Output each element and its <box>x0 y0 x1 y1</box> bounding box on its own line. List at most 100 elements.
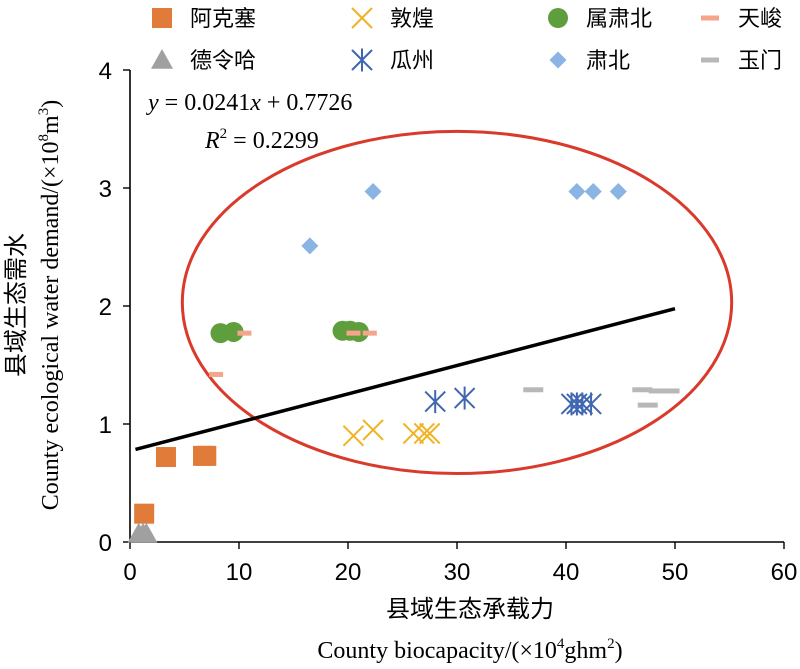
legend-item: 阿克塞 <box>152 7 256 32</box>
data-point <box>453 386 476 410</box>
r-squared: R2 = 0.2299 <box>204 126 319 154</box>
data-point <box>364 183 382 201</box>
circle-shape <box>223 321 244 342</box>
legend-label: 属肃北 <box>586 7 652 32</box>
x-tick-label: 50 <box>662 559 689 586</box>
legend-marker <box>152 8 172 28</box>
x-stroke <box>342 425 365 447</box>
triangle-shape <box>135 522 158 543</box>
y-tick-label: 4 <box>99 58 112 85</box>
legend-item: 德令哈 <box>151 49 256 74</box>
trendline <box>135 306 676 452</box>
y-tick-label: 3 <box>99 176 112 203</box>
x-tick-label: 0 <box>123 559 136 586</box>
x-axis-title-cn: 县域生态承载力 <box>386 595 554 623</box>
data-point <box>362 330 377 336</box>
dash-shape <box>701 15 719 21</box>
data-point <box>568 183 586 201</box>
x-tick-label: 60 <box>771 559 798 586</box>
x-tick-label: 40 <box>553 559 580 586</box>
square-shape <box>134 503 155 524</box>
dash-shape <box>637 402 658 408</box>
dash-shape <box>346 330 361 336</box>
dash-shape <box>362 330 377 336</box>
legend-marker <box>151 49 173 69</box>
dash-shape <box>648 388 669 394</box>
square-shape <box>155 447 176 468</box>
data-point <box>580 392 602 416</box>
x-stroke <box>419 422 441 445</box>
data-point <box>648 388 669 394</box>
legend-marker <box>548 8 568 28</box>
data-point <box>609 183 627 201</box>
x-tick-label: 20 <box>335 559 362 586</box>
legend-label: 敦煌 <box>390 7 434 32</box>
square-shape <box>152 8 172 28</box>
data-point <box>223 321 244 342</box>
legend-marker <box>351 7 373 29</box>
dash-shape <box>237 330 252 336</box>
legend-label: 德令哈 <box>190 49 256 74</box>
dash-shape <box>209 371 224 377</box>
dash-shape <box>659 388 680 394</box>
diamond-shape <box>301 237 319 255</box>
trend-layer <box>135 306 676 452</box>
diamond-shape <box>364 183 382 201</box>
legend-item: 玉门 <box>701 49 782 74</box>
ellipse-layer <box>180 129 734 476</box>
data-point <box>134 503 155 524</box>
data-point <box>637 402 658 408</box>
diamond-shape <box>584 183 602 201</box>
data-point <box>342 425 365 447</box>
data-point <box>413 422 436 445</box>
legend-label: 天峻 <box>738 7 782 32</box>
y-axis-title-en: County ecological water demand/(×108m3) <box>36 100 64 510</box>
data-point <box>424 390 446 414</box>
data-point <box>346 330 361 336</box>
y-tick-label: 0 <box>99 530 112 557</box>
dash-shape <box>523 387 544 393</box>
legend-label: 瓜州 <box>390 49 434 74</box>
legend-marker <box>701 57 719 63</box>
data-point <box>560 392 583 416</box>
diamond-shape <box>568 183 586 201</box>
legend-item: 肃北 <box>549 49 630 74</box>
x-stroke <box>362 419 384 441</box>
regression-equation: y = 0.0241x + 0.7726 <box>146 90 352 116</box>
data-point <box>209 371 224 377</box>
data-point <box>659 388 680 394</box>
legend-marker <box>351 48 373 72</box>
data-point <box>584 183 602 201</box>
data-point <box>419 422 441 445</box>
legend-label: 玉门 <box>738 49 782 74</box>
data-point <box>237 330 252 336</box>
highlight-ellipse <box>180 129 734 476</box>
x-tick-label: 30 <box>444 559 471 586</box>
legend-item: 天峻 <box>701 7 782 32</box>
y-tick-label: 2 <box>99 294 112 321</box>
legend-marker <box>701 15 719 21</box>
legend-marker <box>549 51 567 69</box>
x-tick-label: 10 <box>226 559 253 586</box>
triangle-shape <box>151 49 173 69</box>
y-tick-label: 1 <box>99 412 112 439</box>
data-point <box>523 387 544 393</box>
points <box>127 183 680 543</box>
legend-item: 瓜州 <box>351 48 434 74</box>
circle-shape <box>548 8 568 28</box>
diamond-shape <box>609 183 627 201</box>
x-axis-title-en: County biocapacity/(×104ghm2) <box>317 636 622 664</box>
data-point <box>135 522 158 543</box>
legend-item: 属肃北 <box>548 7 652 32</box>
data-point <box>196 445 217 466</box>
data-point <box>301 237 319 255</box>
y-axis-title-cn: 县域生态需水 <box>2 233 30 377</box>
x-stroke <box>413 422 436 445</box>
ticks: 0 10 20 30 40 50 60 0 1 2 3 4 <box>99 58 798 586</box>
legend-label: 阿克塞 <box>190 7 256 32</box>
dash-shape <box>701 57 719 63</box>
x-stroke <box>402 422 425 445</box>
legend-item: 敦煌 <box>351 7 434 32</box>
